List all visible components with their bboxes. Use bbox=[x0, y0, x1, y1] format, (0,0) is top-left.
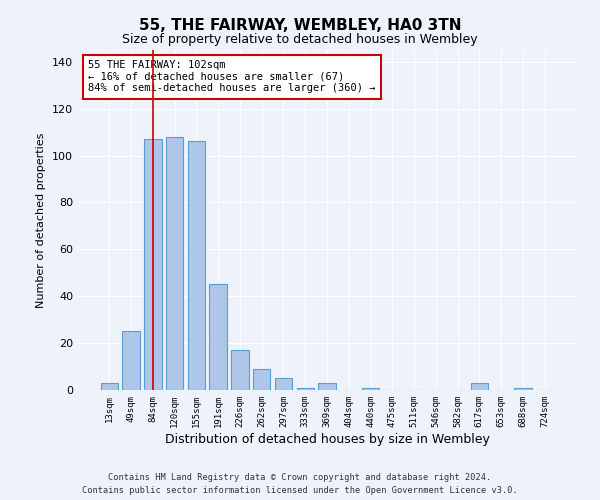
Text: 55 THE FAIRWAY: 102sqm
← 16% of detached houses are smaller (67)
84% of semi-det: 55 THE FAIRWAY: 102sqm ← 16% of detached… bbox=[88, 60, 376, 94]
Bar bbox=[514, 388, 532, 390]
Text: 55, THE FAIRWAY, WEMBLEY, HA0 3TN: 55, THE FAIRWAY, WEMBLEY, HA0 3TN bbox=[139, 18, 461, 32]
Bar bbox=[253, 369, 271, 390]
Bar bbox=[318, 383, 336, 390]
Text: Contains public sector information licensed under the Open Government Licence v3: Contains public sector information licen… bbox=[82, 486, 518, 495]
Bar bbox=[166, 137, 184, 390]
Bar bbox=[188, 142, 205, 390]
Text: Size of property relative to detached houses in Wembley: Size of property relative to detached ho… bbox=[122, 32, 478, 46]
Text: Contains HM Land Registry data © Crown copyright and database right 2024.: Contains HM Land Registry data © Crown c… bbox=[109, 472, 491, 482]
Bar bbox=[144, 139, 161, 390]
Y-axis label: Number of detached properties: Number of detached properties bbox=[37, 132, 46, 308]
Bar bbox=[209, 284, 227, 390]
Text: Distribution of detached houses by size in Wembley: Distribution of detached houses by size … bbox=[164, 432, 490, 446]
Bar bbox=[275, 378, 292, 390]
Bar bbox=[101, 383, 118, 390]
Bar bbox=[231, 350, 248, 390]
Bar bbox=[362, 388, 379, 390]
Bar bbox=[296, 388, 314, 390]
Bar bbox=[470, 383, 488, 390]
Bar bbox=[122, 332, 140, 390]
